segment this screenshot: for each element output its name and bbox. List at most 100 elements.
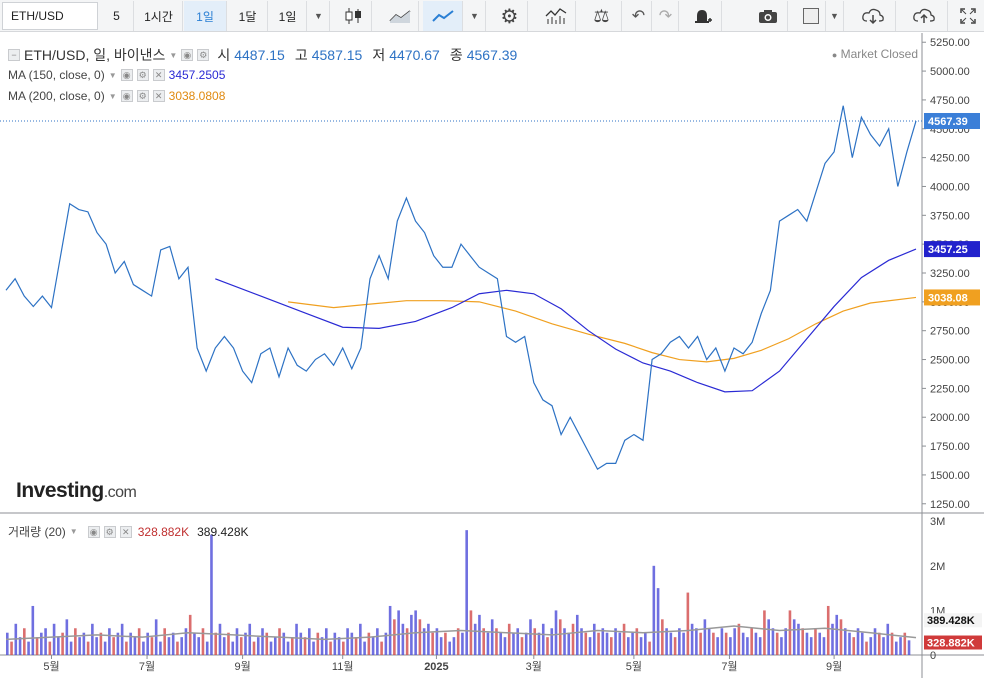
volume-bar — [558, 619, 562, 655]
ma200-legend: MA (200, close, 0) ▼ ◉ ⚙ ✕ 3038.0808 — [8, 89, 225, 103]
close-icon[interactable]: ✕ — [152, 69, 165, 81]
volume-bar — [465, 530, 468, 655]
area-chart-button[interactable] — [381, 1, 419, 31]
volume-bar — [780, 637, 783, 655]
ma150-line — [215, 248, 917, 393]
symbol-search-input[interactable]: ETH/USD — [2, 2, 98, 30]
price-tick-label: 5000.00 — [930, 66, 970, 78]
volume-bar — [235, 628, 239, 655]
volume-bar — [563, 628, 566, 655]
close-icon[interactable]: ✕ — [119, 525, 132, 538]
volume-bar — [610, 637, 613, 655]
volume-bar — [325, 628, 328, 655]
volume-bar — [461, 632, 464, 655]
save-layout-button[interactable] — [900, 1, 948, 31]
volume-bar — [580, 628, 583, 655]
gear-icon[interactable]: ⚙ — [197, 49, 210, 61]
compare-button[interactable]: ⚖ — [582, 1, 622, 31]
volume-bar — [112, 637, 115, 655]
volume-label: 거래량 (20) — [8, 525, 66, 539]
volume-bar — [805, 632, 809, 655]
redo-icon: ↷ — [658, 8, 673, 25]
chevron-down-icon[interactable]: ▼ — [108, 91, 117, 101]
redo-button[interactable]: ↷ — [653, 1, 679, 31]
eye-icon[interactable]: ◉ — [120, 69, 133, 81]
volume-bar — [205, 641, 209, 655]
volume-bar — [797, 623, 800, 655]
eye-icon[interactable]: ◉ — [181, 49, 194, 61]
volume-bar — [809, 637, 813, 655]
volume-bar — [180, 637, 183, 655]
volume-bar — [852, 637, 856, 655]
gear-icon[interactable]: ⚙ — [103, 525, 116, 538]
chevron-down-icon[interactable]: ▼ — [169, 50, 178, 60]
alert-button[interactable] — [684, 1, 722, 31]
volume-bar — [316, 632, 320, 655]
volume-bar — [831, 623, 834, 655]
close-label: 종 — [449, 47, 463, 63]
volume-bar — [435, 628, 439, 655]
eye-icon[interactable]: ◉ — [87, 525, 100, 538]
volume-bar — [894, 641, 898, 655]
volume-bar — [622, 623, 626, 655]
collapse-legend-icon[interactable]: − — [8, 49, 20, 61]
price-chart[interactable]: 5250.00 5000.00 4750.00 4500.00 4250.00 4000.… — [0, 33, 984, 678]
interval-button-1d[interactable]: 1일 — [184, 1, 227, 31]
volume-bar — [848, 632, 851, 655]
fullscreen-button[interactable] — [952, 1, 984, 31]
volume-bar — [188, 614, 192, 655]
time-tick-label: 5월 — [626, 660, 642, 673]
volume-bar — [575, 614, 579, 655]
gear-icon[interactable]: ⚙ — [136, 69, 149, 81]
chevron-down-icon[interactable]: ▼ — [108, 70, 117, 80]
volume-bar — [448, 641, 451, 655]
volume-bar — [261, 628, 264, 655]
volume-bar — [648, 641, 651, 655]
volume-bar — [733, 628, 736, 655]
background-color-button[interactable] — [796, 1, 826, 31]
cloud-upload-icon — [912, 8, 935, 23]
volume-bar — [82, 632, 86, 655]
status-dot-icon: ● — [831, 50, 838, 60]
volume-bar — [308, 628, 311, 655]
volume-bar — [176, 641, 179, 655]
volume-bar — [6, 632, 9, 655]
color-swatch-icon — [802, 8, 819, 24]
snapshot-button[interactable] — [748, 1, 788, 31]
last-volume-tag — [924, 635, 982, 650]
volume-bar — [133, 637, 137, 655]
ma150-price-tag-label: 3457.25 — [928, 244, 968, 256]
settings-button[interactable]: ⚙ — [492, 1, 528, 31]
chevron-down-icon: ▼ — [470, 11, 479, 21]
interval-button-1m[interactable]: 1달 — [228, 1, 268, 31]
volume-bar — [116, 632, 120, 655]
chevron-down-icon[interactable]: ▼ — [69, 527, 78, 536]
undo-button[interactable]: ↶ — [626, 1, 652, 31]
interval-dropdown-button[interactable]: ▼ — [308, 1, 330, 31]
volume-bar — [273, 637, 277, 655]
chart-type-dropdown-button[interactable]: ▼ — [464, 1, 486, 31]
indicators-button[interactable] — [536, 1, 576, 31]
gear-icon[interactable]: ⚙ — [136, 90, 149, 102]
close-icon[interactable]: ✕ — [152, 90, 165, 102]
volume-bar — [597, 632, 600, 655]
interval-button-1d-alt[interactable]: 1일 — [269, 1, 307, 31]
ma200-price-tag — [924, 289, 980, 306]
line-chart-button[interactable] — [423, 1, 463, 31]
volume-tick-label: 2M — [930, 561, 945, 573]
chart-area[interactable]: 5250.00 5000.00 4750.00 4500.00 4250.00 4000.… — [0, 33, 984, 678]
interval-button-1h[interactable]: 1시간 — [135, 1, 183, 31]
eye-icon[interactable]: ◉ — [120, 90, 133, 102]
interval-button-5[interactable]: 5 — [100, 1, 134, 31]
volume-bar — [588, 637, 592, 655]
volume-bar — [882, 637, 885, 655]
volume-bar — [763, 610, 766, 655]
volume-bar — [388, 605, 392, 655]
volume-bar — [342, 641, 345, 655]
load-layout-button[interactable] — [850, 1, 896, 31]
volume-bar — [724, 632, 728, 655]
candlestick-chart-button[interactable] — [336, 1, 372, 31]
color-dropdown-button[interactable]: ▼ — [826, 1, 844, 31]
gear-icon: ⚙ — [500, 5, 519, 28]
volume-bar — [729, 637, 732, 655]
